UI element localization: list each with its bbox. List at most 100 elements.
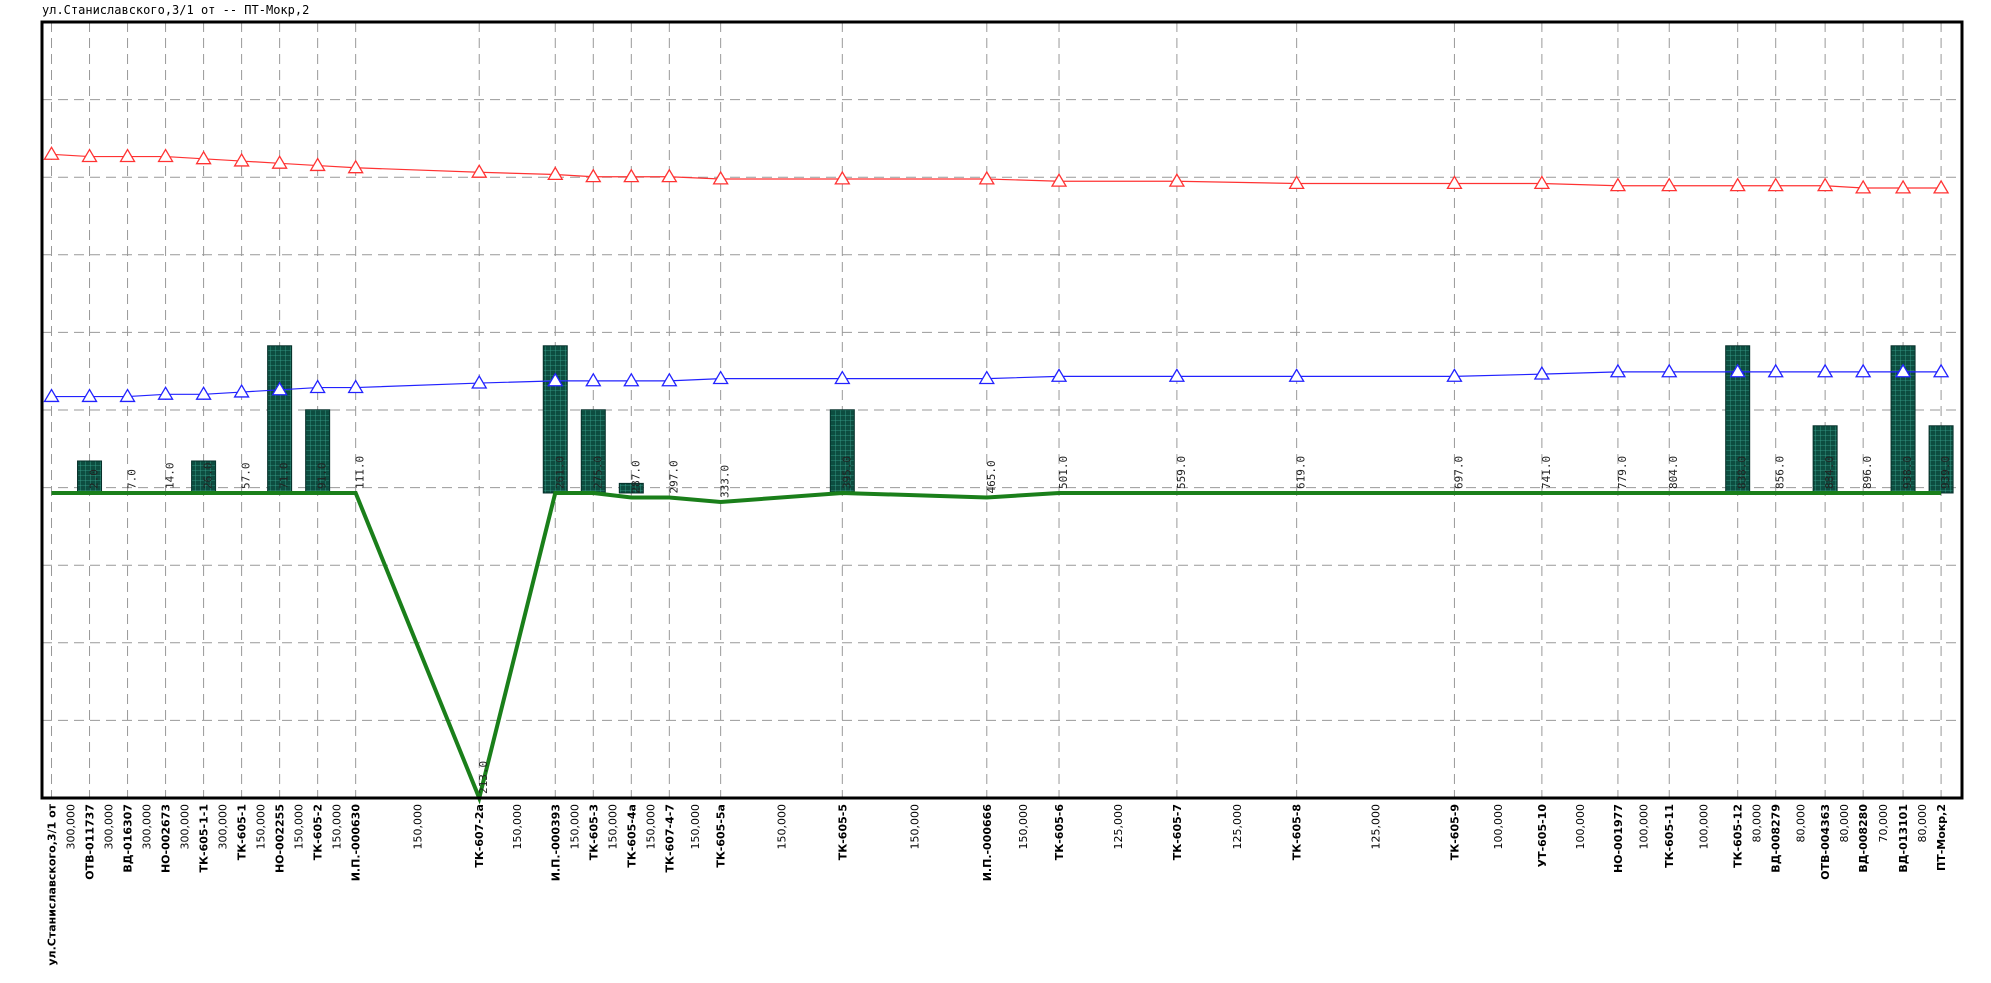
segment-length-label: 150,000: [331, 804, 344, 850]
distance-label: 938.0: [1901, 456, 1914, 489]
upper-point: [1168, 172, 1186, 187]
lower-point: [1894, 363, 1912, 378]
distance-label: 2.0: [88, 469, 101, 489]
segment-length-label: 100,000: [1574, 804, 1587, 850]
distance-label: 213.0: [477, 761, 490, 794]
lower-point: [157, 386, 174, 400]
lower-point: [309, 379, 326, 394]
upper-point: [195, 150, 212, 165]
node-label: НО-001977: [1612, 804, 1625, 873]
segment-length-label: 125,000: [1231, 804, 1244, 850]
distance-label: 884.0: [1823, 456, 1836, 489]
node-label: ОТВ-004363: [1819, 804, 1832, 880]
distance-label: 57.0: [240, 462, 253, 489]
lower-point: [1050, 368, 1068, 382]
upper-point: [471, 163, 488, 178]
lower-point: [1855, 363, 1872, 378]
node-label: ТК-605-1-1: [198, 804, 211, 872]
node-label: ТК-605-2: [312, 804, 325, 860]
lower-point: [471, 374, 488, 389]
upper-point: [1894, 179, 1912, 194]
lower-point: [1168, 368, 1186, 382]
bar-layer: [77, 345, 1954, 494]
lower-point: [547, 372, 564, 387]
node-label: И.П.-000393: [549, 804, 562, 881]
bar: [305, 409, 331, 494]
upper-point: [1855, 179, 1872, 194]
segment-length-label: 150,000: [568, 804, 581, 850]
node-label: ТК-607-2а: [473, 804, 486, 868]
upper-point: [661, 168, 678, 183]
upper-point: [1050, 172, 1068, 187]
distance-label: 71.0: [278, 462, 291, 489]
bar: [580, 409, 606, 494]
node-label: ПТ-Мокр,2: [1935, 804, 1948, 871]
upper-point: [119, 148, 136, 163]
plot-frame: [40, 20, 1964, 800]
lower-point: [1932, 363, 1950, 378]
segment-length-label: 80,000: [1794, 804, 1807, 843]
lower-point: [271, 381, 288, 396]
segment-length-label: 150,000: [511, 804, 524, 850]
segment-length-label: 100,000: [1697, 804, 1710, 850]
bar: [542, 345, 568, 494]
segment-length-label: 125,000: [1112, 804, 1125, 850]
segment-length-label: 80,000: [1916, 804, 1929, 843]
node-label: НО-002673: [160, 804, 173, 873]
lower-point: [81, 388, 98, 403]
distance-label: 619.0: [1295, 456, 1308, 489]
upper-point: [157, 148, 174, 163]
upper-point: [712, 170, 729, 185]
node-label: ВД-013101: [1897, 804, 1910, 873]
lower-point: [347, 379, 364, 394]
distance-label: 26.0: [202, 462, 215, 489]
upper-point: [547, 166, 564, 181]
lower-point: [978, 370, 995, 385]
distance-label: 333.0: [719, 465, 732, 498]
node-label: ТК-605-7: [1171, 804, 1184, 860]
segment-length-label: 80,000: [1838, 804, 1851, 843]
segment-length-label: 150,000: [411, 804, 424, 850]
upper-point: [585, 168, 602, 183]
upper-point: [1932, 179, 1950, 194]
upper-point: [1661, 177, 1678, 192]
node-label: ТК-605-1: [236, 804, 249, 860]
segment-length-label: 300,000: [217, 804, 230, 850]
distance-label: 7.0: [126, 469, 139, 489]
lower-series-line: [51, 371, 1942, 398]
upper-point: [309, 157, 326, 172]
node-label: ТК-605-8: [1291, 804, 1304, 860]
lower-point: [623, 372, 640, 387]
upper-point: [1288, 175, 1305, 190]
lower-point: [1661, 363, 1678, 378]
bar: [1812, 425, 1838, 494]
lower-point: [1288, 368, 1305, 382]
node-label: ТК-605-12: [1732, 804, 1745, 868]
upper-point: [978, 170, 995, 185]
upper-point: [1533, 175, 1551, 190]
node-label: ТК-605-3: [587, 804, 600, 860]
lower-point: [1816, 363, 1834, 378]
segment-length-label: 150,000: [293, 804, 306, 850]
lower-point: [834, 370, 851, 385]
distance-label: 14.0: [164, 462, 177, 489]
distance-label: 697.0: [1452, 456, 1465, 489]
distance-label: 275.0: [591, 456, 604, 489]
segment-length-label: 100,000: [1492, 804, 1505, 850]
upper-series-line: [51, 153, 1942, 189]
chart-title: ул.Станиславского,3/1 от -- ПТ-Мокр,2: [42, 3, 310, 17]
node-label: И.П.-000630: [350, 804, 363, 882]
segment-length-label: 150,000: [606, 804, 619, 850]
node-label: УТ-605-10: [1536, 804, 1549, 868]
distance-label: 838.0: [1736, 456, 1749, 489]
distance-label: 297.0: [667, 460, 680, 493]
upper-point: [43, 146, 60, 160]
distance-label: 741.0: [1540, 456, 1553, 489]
node-label: ул.Станиславского,3/1 от: [46, 803, 59, 965]
upper-point: [271, 155, 288, 169]
bar: [618, 482, 644, 494]
segment-length-label: 150,000: [255, 804, 268, 850]
segment-length-label: 125,000: [1370, 804, 1383, 850]
upper-point: [1609, 177, 1627, 192]
